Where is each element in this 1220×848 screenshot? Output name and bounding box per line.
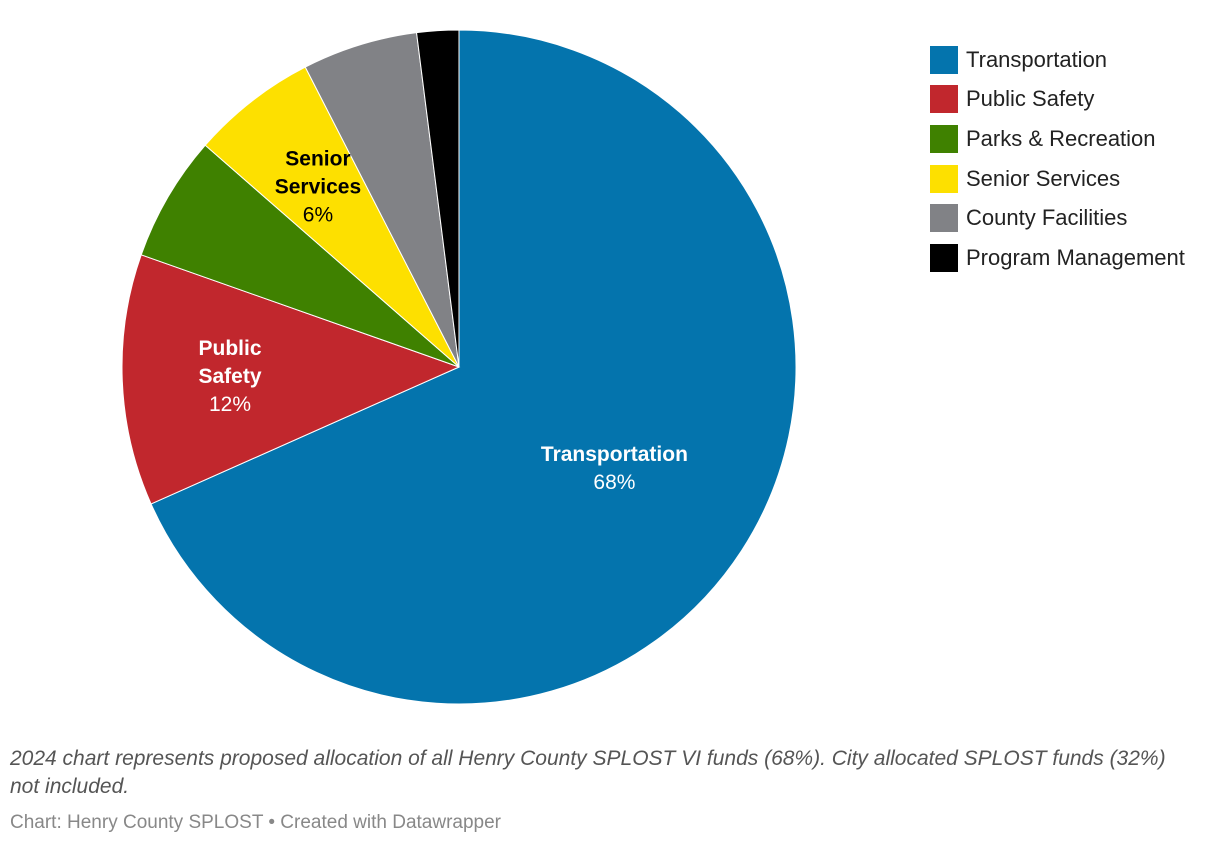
chart-source: Chart: Henry County SPLOST • Created wit… [10,812,502,833]
slice-label-percent: 12% [209,393,251,416]
legend-swatch [930,243,958,272]
legend-label: Public Safety [966,86,1095,112]
slice-label-percent: 68% [593,471,635,494]
chart-notes: 2024 chart represents proposed allocatio… [10,747,1166,798]
slice-label-name: Transportation [541,443,688,466]
legend-swatch [930,124,958,153]
pie-slice-program-management [415,29,460,368]
slice-label-name: Public [199,337,262,360]
slice-label-public-safety: Public Safety 12% [199,337,262,416]
legend-label: Parks & Recreation [966,125,1156,151]
pie-slice-transportation [150,29,797,705]
slice-label-senior-services: Senior Services 6% [275,147,361,226]
legend-swatch [930,164,958,193]
pie-slices [121,29,797,705]
legend: Transportation Public Safety Parks & Recre… [930,40,1185,278]
legend-swatch [930,204,958,233]
legend-swatch [930,45,958,74]
legend-swatch [930,85,958,114]
pie-slice-senior-services [204,66,460,368]
legend-label: Program Management [966,244,1185,270]
slice-label-transportation: Transportation 68% [541,443,688,494]
pie-slice-labels: Transportation 68%Public Safety 12%Senior Se… [199,147,688,494]
legend-item-parks-and-recreation: Parks & Recreation [930,119,1185,159]
legend-label: County Facilities [966,205,1128,231]
pie-slice-public-safety [121,254,461,505]
legend-label: Senior Services [966,165,1121,191]
legend-item-senior-services: Senior Services [930,159,1185,199]
slice-label-percent: 6% [303,203,333,226]
pie-slice-parks-and-recreation [140,144,460,368]
legend-item-program-management: Program Management [930,238,1185,278]
legend-item-county-facilities: County Facilities [930,198,1185,238]
slice-label-name: Senior [285,147,350,170]
legend-item-public-safety: Public Safety [930,80,1185,120]
slice-label-name: Safety [199,365,262,388]
legend-item-transportation: Transportation [930,40,1185,80]
legend-label: Transportation [966,46,1108,72]
slice-label-name: Services [275,175,361,198]
